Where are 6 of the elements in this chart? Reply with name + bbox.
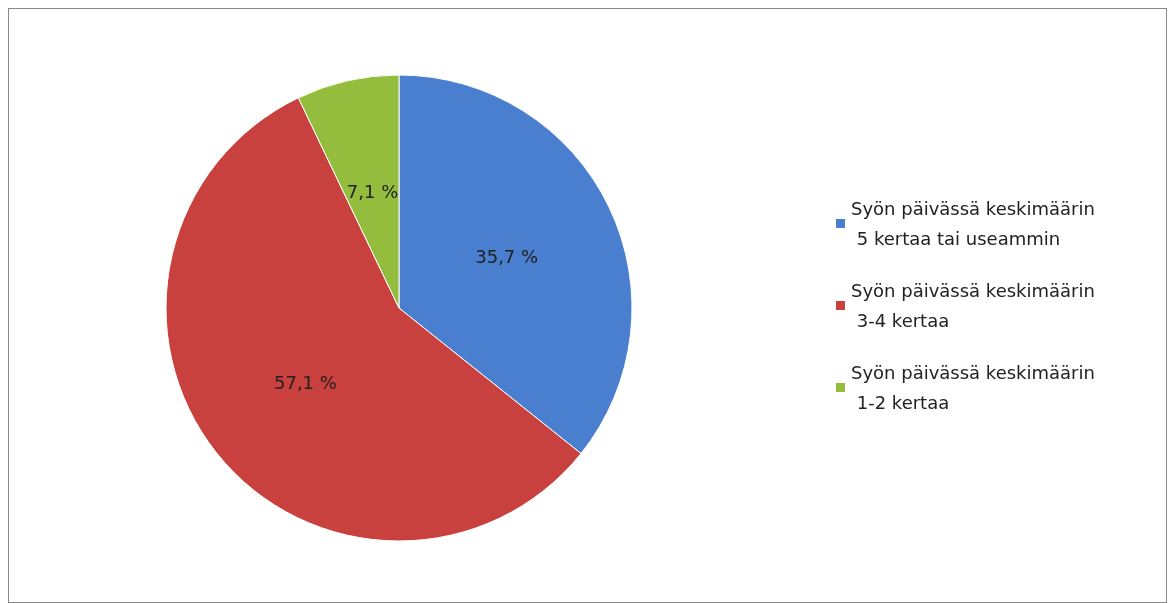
data-label: 35,7 % <box>475 245 539 267</box>
data-label: 57,1 % <box>273 371 337 393</box>
legend-label: Syön päivässä keskimäärin 1-2 kertaa <box>851 362 1095 413</box>
legend-label: Syön päivässä keskimäärin 5 kertaa tai useammin <box>851 198 1095 249</box>
legend-label: Syön päivässä keskimäärin 3-4 kertaa <box>851 280 1095 331</box>
data-label: 7,1 % <box>346 180 399 202</box>
